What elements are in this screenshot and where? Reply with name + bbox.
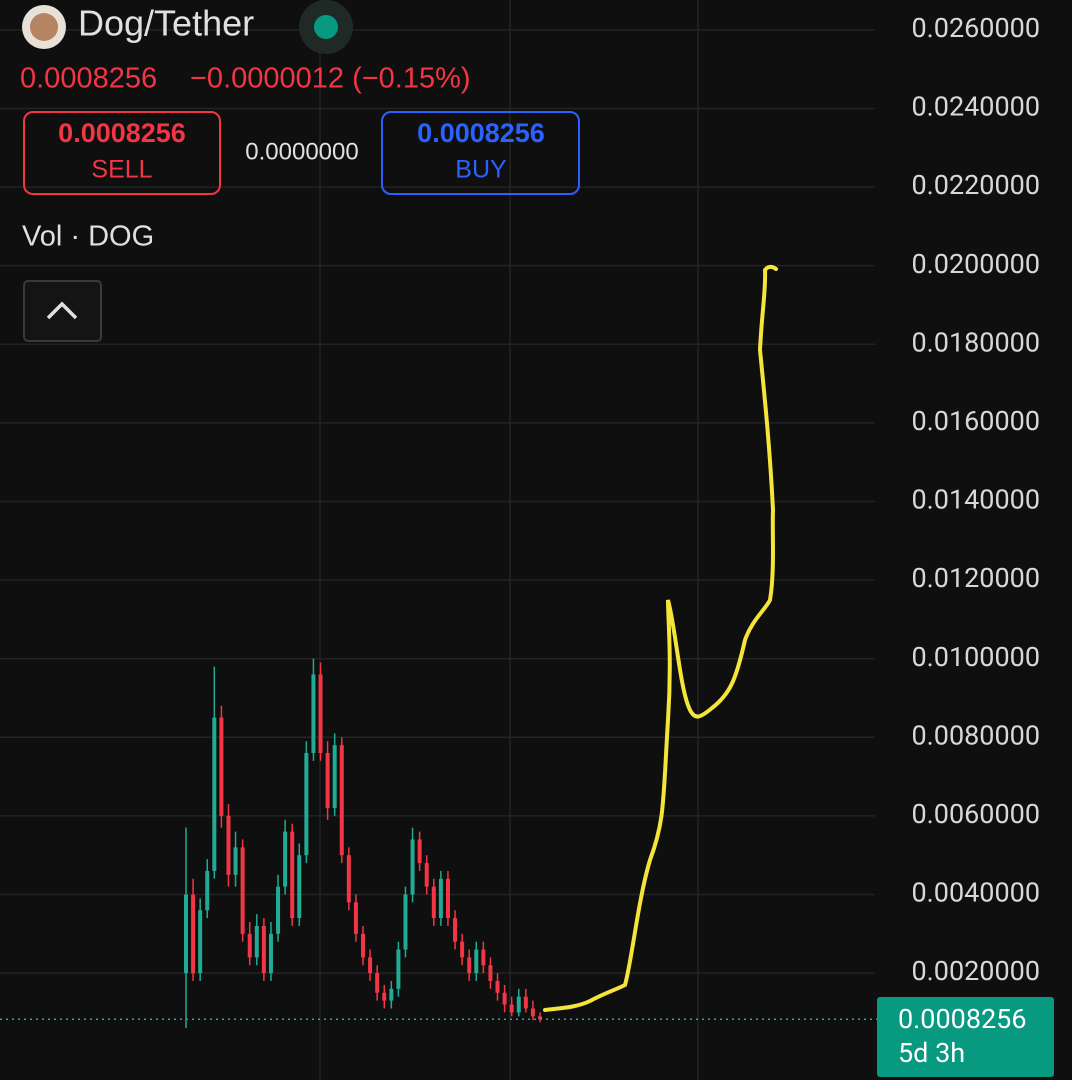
y-tick-label: 0.0080000 xyxy=(911,719,1040,751)
sell-button[interactable] xyxy=(23,111,221,195)
candle-body xyxy=(212,717,217,871)
candle-body xyxy=(375,973,380,993)
candle-body xyxy=(438,878,443,919)
candle-body xyxy=(474,949,479,974)
candle-body xyxy=(382,992,387,1001)
candle-body xyxy=(261,925,266,974)
candle-body xyxy=(424,863,429,887)
y-tick-label: 0.0220000 xyxy=(911,169,1040,201)
candle-body xyxy=(361,933,365,958)
candle-body xyxy=(523,996,528,1009)
countdown: 5d 3h xyxy=(898,1037,965,1069)
last-price-box xyxy=(877,997,1054,1077)
candle-body xyxy=(191,894,196,974)
candle-body xyxy=(488,965,493,981)
status-dot xyxy=(314,15,338,39)
collapse-icon xyxy=(46,301,78,320)
candle-body xyxy=(198,910,203,974)
candle-body xyxy=(530,1008,535,1017)
candle-body xyxy=(325,753,330,809)
last-price-label: 0.0008256 xyxy=(898,1003,1027,1035)
candle-body xyxy=(184,894,188,974)
candle-body xyxy=(502,992,507,1005)
candle-body xyxy=(431,886,436,919)
y-tick-label: 0.0060000 xyxy=(911,798,1040,830)
candle-body xyxy=(389,988,394,1001)
candle-body xyxy=(219,717,224,816)
y-tick-label: 0.0140000 xyxy=(911,484,1040,516)
candle-body xyxy=(481,949,486,966)
candle-body xyxy=(311,674,316,754)
coin-icon-inner xyxy=(30,13,58,41)
candle-body xyxy=(290,831,295,919)
buy-label: BUY xyxy=(455,156,507,184)
candle-body xyxy=(453,918,458,942)
y-tick-label: 0.0040000 xyxy=(911,877,1040,909)
drawing-annotation xyxy=(543,264,778,1012)
candle-body xyxy=(516,996,521,1013)
candle-body xyxy=(403,894,408,950)
candle-body xyxy=(538,1016,542,1020)
candle-body xyxy=(346,855,351,903)
candle-body xyxy=(268,933,273,974)
candle-body xyxy=(304,753,309,856)
candle-body xyxy=(410,839,415,895)
candle-body xyxy=(226,815,231,875)
candle-body xyxy=(495,980,500,993)
sell-label: SELL xyxy=(91,156,152,184)
candle-body xyxy=(460,941,465,958)
collapse-button[interactable] xyxy=(23,280,102,342)
candle-body xyxy=(467,957,472,974)
candle-body xyxy=(339,745,344,856)
candle-body xyxy=(240,847,245,934)
candle-body xyxy=(205,870,210,911)
candle-body xyxy=(233,847,238,875)
candle-body xyxy=(396,949,401,989)
candle-body xyxy=(445,878,450,919)
y-tick-label: 0.0160000 xyxy=(911,405,1040,437)
y-tick-label: 0.0240000 xyxy=(911,91,1040,123)
y-tick-label: 0.0260000 xyxy=(911,12,1040,44)
buy-button[interactable] xyxy=(381,111,580,195)
candle-body xyxy=(254,925,259,958)
y-tick-label: 0.0180000 xyxy=(911,326,1040,358)
y-tick-label: 0.0020000 xyxy=(911,955,1040,987)
candle-body xyxy=(368,957,373,974)
candle-body xyxy=(353,902,358,934)
v-grid xyxy=(319,0,699,1080)
candle-body xyxy=(283,831,288,887)
y-tick-label: 0.0120000 xyxy=(911,562,1040,594)
buy-price: 0.0008256 xyxy=(417,118,545,148)
candle-body xyxy=(332,745,337,809)
price: 0.0008256 xyxy=(20,63,157,95)
symbol: Dog/Tether xyxy=(78,3,254,44)
y-tick-label: 0.0200000 xyxy=(911,248,1040,280)
sell-price: 0.0008256 xyxy=(58,118,186,148)
candle-body xyxy=(417,839,422,864)
candle-body xyxy=(247,933,252,958)
price-change: −0.0000012 (−0.15%) xyxy=(190,63,471,95)
spread: 0.0000000 xyxy=(245,138,358,165)
candle-body xyxy=(509,1004,514,1013)
volume-label: Vol · DOG xyxy=(22,221,154,253)
y-tick-label: 0.0100000 xyxy=(911,641,1040,673)
candle-body xyxy=(297,855,302,919)
candle-body xyxy=(276,886,281,934)
candle-body xyxy=(318,674,323,754)
